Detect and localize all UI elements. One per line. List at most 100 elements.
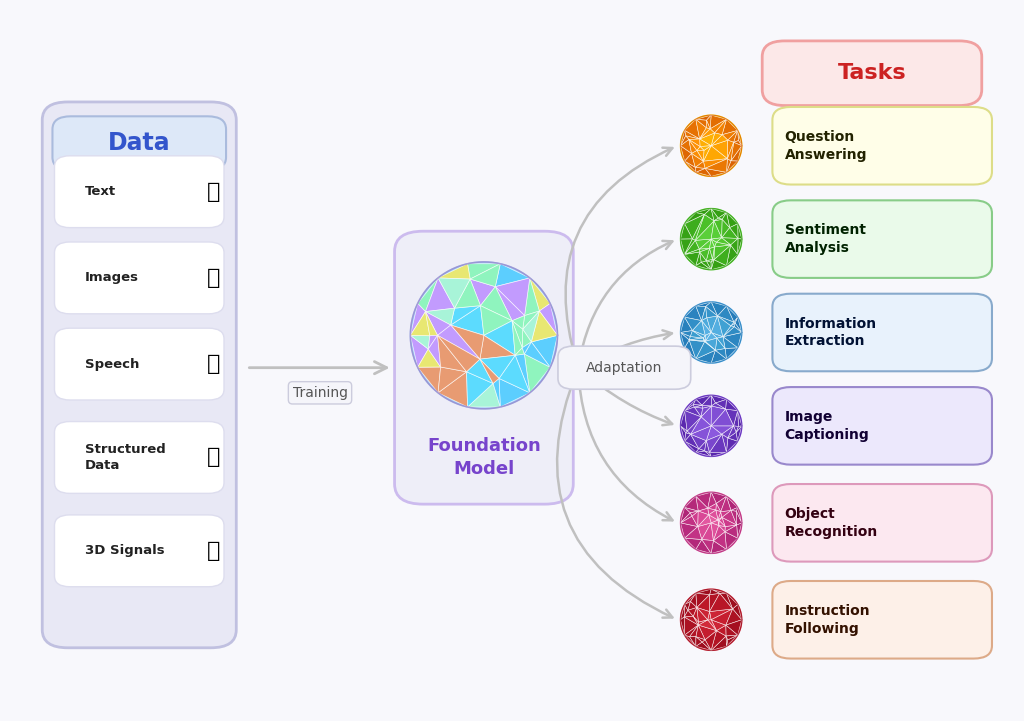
Polygon shape (726, 609, 741, 625)
Polygon shape (685, 161, 696, 172)
Polygon shape (696, 539, 711, 554)
Polygon shape (715, 119, 726, 135)
Polygon shape (426, 308, 455, 325)
Polygon shape (707, 120, 711, 129)
Polygon shape (451, 306, 484, 335)
Polygon shape (703, 159, 727, 169)
Polygon shape (524, 342, 550, 367)
Polygon shape (523, 311, 540, 342)
Polygon shape (710, 609, 732, 620)
Polygon shape (736, 523, 741, 538)
Polygon shape (696, 115, 711, 120)
Polygon shape (736, 508, 741, 523)
FancyBboxPatch shape (772, 387, 992, 464)
Polygon shape (718, 520, 719, 526)
Polygon shape (681, 332, 690, 340)
FancyBboxPatch shape (42, 102, 237, 647)
Polygon shape (685, 601, 690, 610)
Polygon shape (685, 249, 699, 255)
Polygon shape (728, 131, 737, 142)
Polygon shape (725, 348, 737, 359)
Text: Training: Training (293, 386, 347, 400)
Polygon shape (726, 306, 737, 322)
Polygon shape (515, 354, 529, 393)
Polygon shape (706, 306, 718, 318)
Polygon shape (706, 338, 717, 350)
Polygon shape (696, 492, 711, 508)
Polygon shape (426, 311, 437, 336)
Polygon shape (726, 161, 737, 172)
Polygon shape (685, 407, 701, 417)
Polygon shape (686, 431, 690, 434)
Polygon shape (496, 278, 529, 316)
Polygon shape (531, 335, 557, 367)
Polygon shape (685, 317, 701, 330)
Polygon shape (696, 252, 701, 265)
Polygon shape (689, 140, 697, 154)
Polygon shape (711, 135, 728, 146)
Polygon shape (695, 167, 706, 172)
Polygon shape (681, 239, 692, 255)
FancyBboxPatch shape (54, 328, 224, 400)
Polygon shape (697, 523, 711, 539)
Polygon shape (692, 214, 705, 240)
Polygon shape (524, 354, 550, 393)
Polygon shape (716, 338, 725, 350)
Polygon shape (733, 141, 741, 146)
FancyBboxPatch shape (54, 422, 224, 493)
Polygon shape (711, 208, 718, 221)
Polygon shape (711, 260, 714, 262)
Polygon shape (733, 410, 738, 426)
Polygon shape (455, 279, 480, 308)
Polygon shape (418, 349, 440, 367)
Polygon shape (733, 131, 738, 142)
FancyBboxPatch shape (772, 200, 992, 278)
Polygon shape (726, 635, 737, 646)
Polygon shape (711, 426, 733, 434)
Polygon shape (723, 326, 734, 337)
Polygon shape (722, 219, 730, 238)
Polygon shape (696, 395, 711, 405)
Polygon shape (712, 403, 726, 409)
Polygon shape (710, 593, 720, 611)
Polygon shape (685, 538, 701, 549)
Polygon shape (684, 610, 693, 617)
Polygon shape (696, 169, 711, 177)
Polygon shape (737, 224, 741, 239)
Polygon shape (685, 306, 701, 321)
Polygon shape (702, 405, 712, 408)
Polygon shape (512, 321, 523, 348)
Polygon shape (701, 539, 714, 554)
Polygon shape (730, 224, 738, 239)
Polygon shape (711, 350, 726, 363)
Polygon shape (698, 620, 717, 631)
Polygon shape (722, 119, 737, 135)
Polygon shape (684, 604, 688, 617)
Polygon shape (685, 213, 705, 224)
Polygon shape (699, 128, 711, 139)
Polygon shape (697, 511, 709, 526)
Polygon shape (437, 335, 467, 372)
Polygon shape (438, 372, 468, 407)
Polygon shape (703, 146, 711, 162)
Polygon shape (709, 515, 718, 523)
Polygon shape (696, 496, 708, 511)
Polygon shape (706, 631, 717, 650)
Polygon shape (707, 426, 722, 441)
Polygon shape (722, 131, 737, 140)
Polygon shape (496, 287, 524, 321)
FancyBboxPatch shape (54, 156, 224, 228)
Polygon shape (692, 330, 706, 338)
Polygon shape (494, 379, 501, 407)
Polygon shape (737, 239, 741, 255)
Polygon shape (480, 355, 515, 379)
Polygon shape (722, 238, 738, 245)
Polygon shape (727, 142, 733, 161)
Polygon shape (685, 404, 694, 410)
Polygon shape (499, 379, 529, 407)
FancyBboxPatch shape (772, 293, 992, 371)
Polygon shape (437, 325, 480, 359)
Polygon shape (467, 359, 494, 384)
Polygon shape (480, 306, 512, 335)
Polygon shape (718, 213, 726, 219)
